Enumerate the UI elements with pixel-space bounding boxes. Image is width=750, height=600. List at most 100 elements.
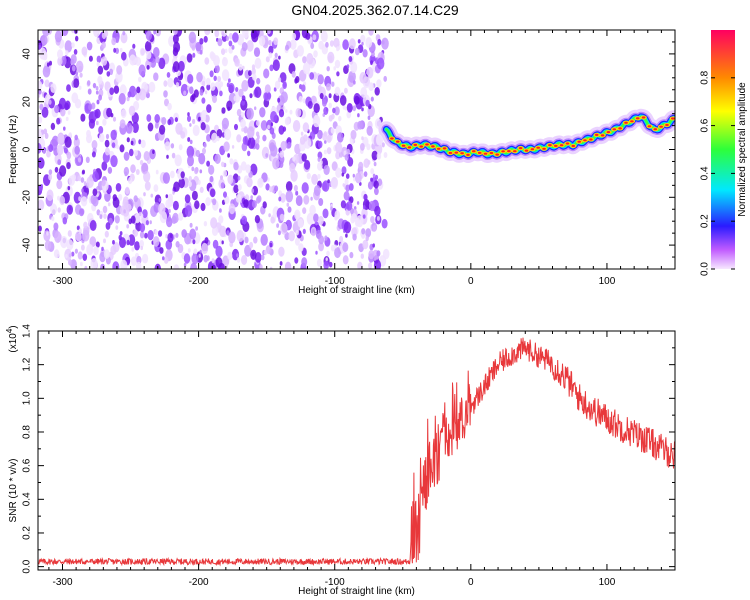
noise-speckle	[355, 215, 364, 228]
noise-speckle	[194, 167, 199, 175]
noise-speckle	[361, 107, 364, 112]
noise-speckle	[66, 162, 71, 170]
noise-speckle	[107, 166, 113, 174]
noise-speckle	[318, 235, 325, 245]
noise-speckle	[166, 72, 171, 78]
noise-speckle	[212, 95, 217, 104]
noise-speckle	[273, 126, 276, 131]
noise-speckle	[295, 195, 303, 207]
ridge-hotspot-core	[442, 147, 447, 150]
ridge-hotspot-core	[436, 147, 441, 150]
noise-speckle	[217, 84, 222, 91]
noise-speckle	[241, 80, 249, 92]
noise-speckle	[348, 56, 353, 62]
noise-speckle	[243, 199, 249, 208]
noise-speckle	[71, 42, 75, 48]
noise-speckle	[351, 213, 357, 222]
signal-ridge	[378, 108, 675, 163]
noise-speckle	[233, 95, 238, 102]
noise-speckle	[268, 39, 272, 46]
noise-speckle	[83, 181, 87, 186]
noise-speckle	[365, 99, 370, 107]
noise-speckle	[212, 198, 217, 206]
noise-speckle	[324, 235, 328, 241]
ridge-hotspot-core	[665, 123, 669, 127]
noise-speckle	[38, 157, 45, 169]
noise-speckle	[192, 239, 196, 245]
noise-speckle	[235, 87, 239, 92]
noise-speckle	[95, 241, 100, 248]
noise-speckle	[205, 197, 211, 206]
noise-speckle	[344, 154, 349, 161]
noise-speckle	[203, 35, 208, 43]
noise-speckle	[183, 262, 187, 267]
noise-speckle	[174, 117, 178, 123]
noise-speckle	[206, 104, 212, 113]
noise-speckle	[92, 171, 99, 183]
noise-speckle	[229, 158, 234, 165]
noise-speckle	[44, 132, 49, 139]
noise-speckle	[101, 161, 108, 171]
noise-speckle	[262, 134, 267, 142]
noise-speckle	[192, 118, 196, 125]
noise-speckle	[199, 89, 204, 96]
noise-speckle	[89, 220, 97, 231]
noise-speckle	[220, 182, 225, 189]
noise-speckle	[130, 140, 134, 146]
noise-speckle	[293, 184, 298, 192]
noise-speckle	[104, 230, 109, 238]
noise-speckle	[184, 194, 191, 204]
noise-speckle	[205, 77, 211, 86]
noise-speckle	[159, 247, 164, 254]
noise-speckle	[195, 41, 202, 52]
noise-speckle	[246, 40, 254, 52]
noise-speckle	[333, 66, 337, 71]
noise-speckle	[91, 140, 98, 150]
noise-speckle	[254, 106, 257, 111]
noise-speckle	[250, 195, 253, 200]
noise-speckle	[73, 49, 78, 55]
noise-speckle	[320, 160, 323, 165]
noise-speckle	[284, 261, 292, 269]
x-tick-label: 100	[599, 577, 616, 588]
noise-speckle	[139, 47, 145, 57]
noise-speckle	[365, 37, 373, 48]
noise-speckle	[209, 70, 214, 78]
noise-speckle	[240, 161, 247, 171]
noise-speckle	[241, 255, 248, 265]
noise-speckle	[119, 231, 123, 236]
noise-speckle	[153, 184, 159, 193]
noise-speckle	[174, 154, 182, 167]
noise-speckle	[143, 192, 146, 197]
noise-speckle	[305, 32, 311, 40]
noise-speckle	[317, 157, 321, 162]
noise-speckle	[209, 188, 216, 198]
noise-speckle	[231, 45, 235, 50]
noise-speckle	[142, 83, 145, 88]
noise-speckle	[209, 175, 214, 183]
noise-speckle	[54, 231, 62, 243]
noise-speckle	[371, 150, 378, 161]
noise-speckle	[370, 60, 374, 66]
noise-speckle	[77, 251, 83, 260]
noise-speckle	[358, 161, 364, 171]
noise-speckle	[46, 231, 49, 236]
noise-speckle	[154, 114, 160, 123]
noise-speckle	[125, 186, 130, 195]
noise-speckle	[362, 49, 368, 58]
noise-speckle	[183, 90, 187, 96]
noise-speckle	[167, 102, 172, 111]
noise-speckle	[138, 211, 142, 217]
noise-speckle	[191, 93, 196, 101]
noise-speckle	[332, 107, 336, 114]
noise-speckle	[303, 195, 310, 205]
noise-speckle	[256, 120, 260, 127]
noise-speckle	[328, 93, 332, 99]
noise-speckle	[214, 64, 220, 74]
noise-speckle	[104, 139, 110, 148]
noise-speckle	[251, 200, 257, 209]
noise-speckle	[38, 184, 43, 192]
noise-speckle	[339, 95, 347, 106]
noise-speckle	[189, 228, 197, 240]
